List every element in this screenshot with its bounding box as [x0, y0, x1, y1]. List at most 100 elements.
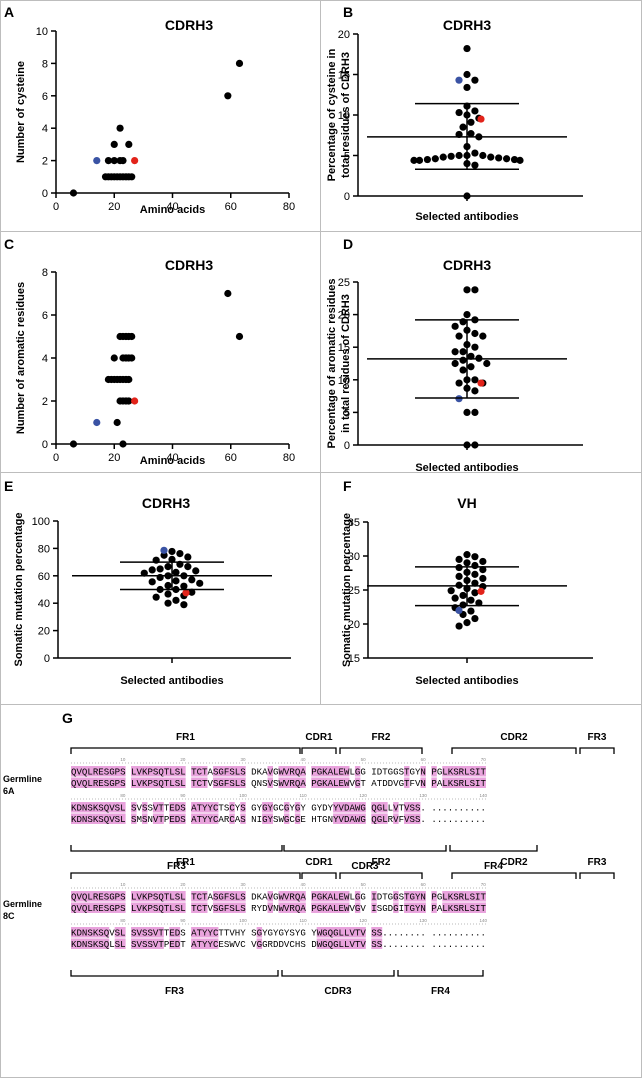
data-point [479, 151, 487, 160]
data-point [128, 332, 136, 341]
data-point [415, 156, 424, 164]
sequence-antibody: QVQLRESGPS LVKPSQTLSL TCTVSGFSLS QNSVSWV… [71, 778, 486, 789]
chart-panel-a: A CDRH3 0 2 4 6 8 10 Number of cysteine 0 20 40 60 80… [4, 4, 295, 216]
data-point [235, 332, 244, 341]
conserved-highlight [141, 813, 148, 824]
data-point [423, 155, 431, 164]
data-point [196, 579, 204, 587]
conserved-highlight [191, 902, 208, 913]
data-point [104, 157, 113, 165]
panel-g-alignment: G FR1 CDR1 FR2 CDR2 FR3 Germline 6A 10 20 30 40 50 60… [3, 710, 615, 997]
data-point [471, 286, 479, 294]
conserved-highlight [71, 813, 126, 824]
conserved-highlight [131, 902, 186, 913]
data-point [463, 619, 471, 627]
conserved-highlight [278, 891, 306, 902]
region-label-fr3: FR3 [167, 861, 186, 872]
conserved-highlight [371, 813, 388, 824]
region-bracket [281, 970, 395, 977]
data-point [471, 553, 479, 561]
data-point [180, 601, 188, 609]
data-point-blue [455, 606, 463, 615]
conserved-highlight [267, 766, 274, 777]
data-point [471, 343, 479, 351]
conserved-highlight [191, 802, 219, 813]
chart-title: CDRH3 [142, 495, 190, 511]
data-point-blue [160, 546, 168, 554]
conserved-highlight [212, 766, 246, 777]
conserved-highlight [442, 777, 486, 788]
ruler-tick-label: 70 [481, 757, 487, 762]
ruler-tick-label: 90 [180, 793, 186, 798]
conserved-highlight [191, 766, 208, 777]
data-point-blue [93, 157, 101, 165]
region-bracket [339, 747, 423, 754]
ruler-tick-label: 20 [180, 757, 186, 762]
conserved-highlight [131, 938, 164, 949]
region-bracket [579, 747, 615, 754]
data-point [69, 189, 78, 197]
conserved-highlight [371, 891, 377, 902]
data-point [128, 354, 136, 362]
x-tick-label: 0 [53, 452, 59, 464]
border-panel-a [0, 0, 321, 232]
conserved-highlight [431, 777, 437, 788]
border-panel-c [0, 231, 321, 473]
data-point [164, 599, 172, 607]
data-point [463, 559, 471, 567]
data-point [459, 348, 467, 356]
data-point [168, 555, 176, 563]
conserved-highlight [371, 802, 388, 813]
sequence-germline: QVQLRESGPS LVKPSQTLSL TCTASGFSLS DKAVGWV… [71, 767, 486, 778]
chart-title: CDRH3 [165, 257, 213, 273]
data-point [471, 387, 479, 395]
data-point [119, 157, 127, 165]
data-point [148, 566, 156, 574]
data-point-red [182, 589, 190, 597]
region-bracket [70, 970, 279, 977]
conserved-highlight [404, 766, 410, 777]
y-tick-label: 6 [42, 310, 48, 322]
ruler-tick-label: 40 [301, 882, 307, 887]
y-tick-label: 30 [348, 551, 360, 563]
conserved-highlight [420, 766, 426, 777]
conserved-highlight [256, 938, 263, 949]
conserved-highlight [316, 927, 366, 938]
data-point [510, 155, 519, 164]
region-label-fr1: FR1 [176, 732, 195, 743]
region-label-fr2: FR2 [372, 732, 391, 743]
panel-label-g: G [62, 710, 73, 726]
conserved-highlight [191, 777, 208, 788]
conserved-highlight [131, 927, 164, 938]
data-point [471, 408, 479, 416]
data-point [467, 130, 475, 138]
x-tick-label: 20 [108, 201, 120, 213]
y-tick-label: 0 [42, 188, 48, 200]
y-tick-label: 2 [42, 396, 48, 408]
data-point [459, 356, 467, 364]
ruler-tick-label: 10 [120, 882, 126, 887]
conserved-highlight [212, 891, 246, 902]
conserved-highlight [169, 938, 181, 949]
panel-label-e: E [4, 478, 13, 494]
data-point [463, 70, 471, 79]
y-tick-label: 20 [348, 619, 360, 631]
conserved-highlight [169, 927, 181, 938]
data-point [471, 561, 479, 570]
data-point [410, 156, 418, 164]
data-point [125, 140, 133, 148]
x-tick-label: 40 [166, 201, 178, 213]
conserved-highlight [71, 938, 110, 949]
y-tick-label: 10 [36, 26, 48, 38]
conserved-highlight [442, 766, 486, 777]
conserved-highlight [131, 891, 186, 902]
ruler-tick-label: 100 [239, 918, 247, 923]
data-point [463, 551, 471, 559]
data-point [467, 352, 475, 360]
x-axis-label: Selected antibodies [415, 211, 518, 223]
region-bracket [449, 845, 538, 852]
conserved-highlight [131, 802, 137, 813]
